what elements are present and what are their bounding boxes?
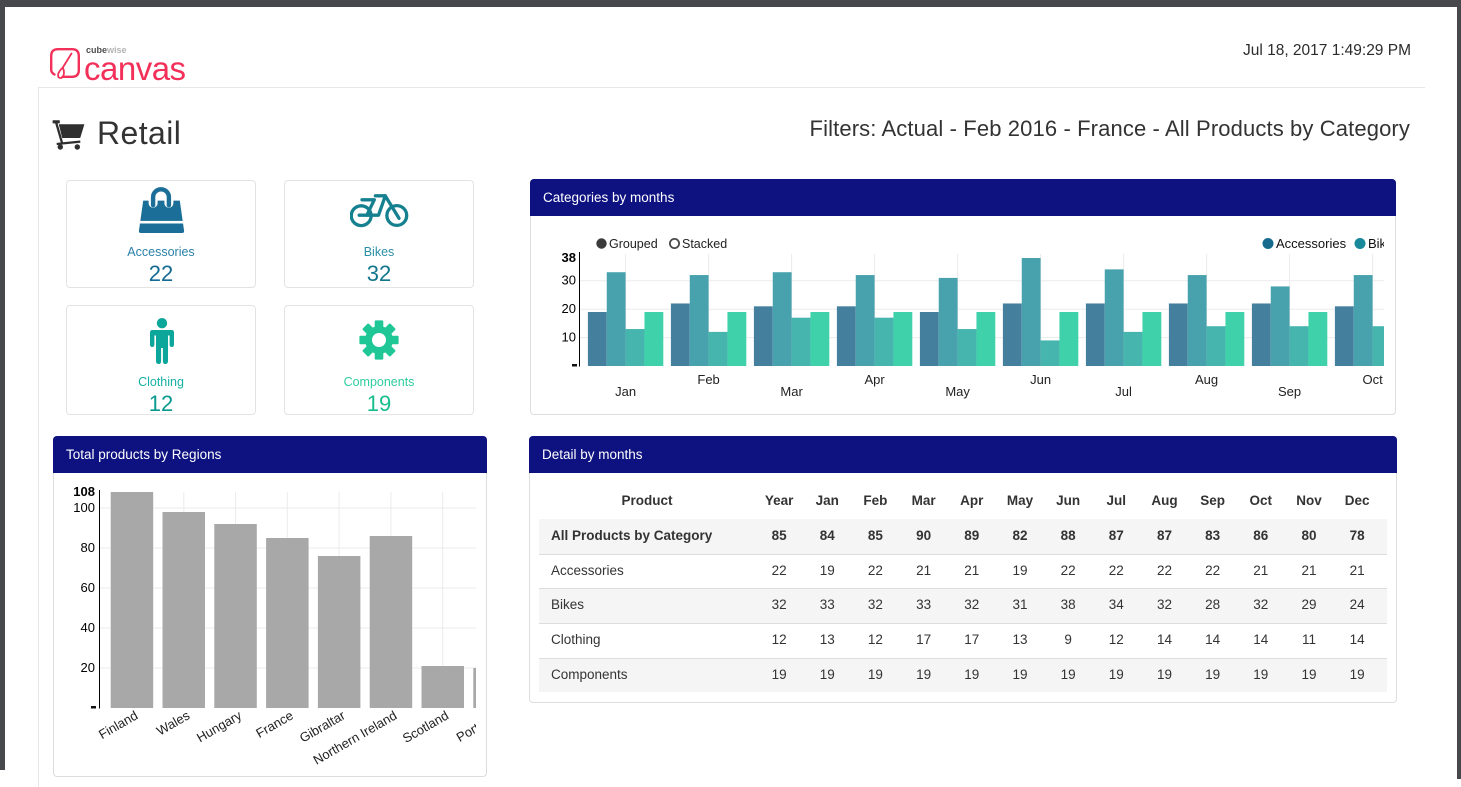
svg-text:Bikes: Bikes	[1368, 236, 1384, 251]
svg-text:Jun: Jun	[1030, 372, 1051, 387]
svg-text:Finland: Finland	[96, 708, 140, 742]
svg-text:Apr: Apr	[864, 372, 885, 387]
svg-text:80: 80	[81, 540, 95, 555]
svg-text:Mar: Mar	[780, 384, 803, 399]
svg-text:May: May	[945, 384, 970, 399]
svg-text:Grouped: Grouped	[609, 237, 658, 251]
svg-text:Hungary: Hungary	[194, 707, 244, 745]
svg-text:30: 30	[562, 273, 576, 288]
svg-text:38: 38	[562, 250, 576, 265]
svg-text:Scotland: Scotland	[400, 708, 451, 746]
svg-text:100: 100	[73, 500, 95, 515]
svg-text:Jan: Jan	[615, 384, 636, 399]
svg-text:Oct: Oct	[1362, 372, 1383, 387]
svg-text:Aug: Aug	[1195, 372, 1218, 387]
svg-text:Wales: Wales	[154, 707, 193, 738]
svg-text:10: 10	[562, 330, 576, 345]
svg-text:Accessories: Accessories	[1276, 236, 1347, 251]
svg-text:40: 40	[81, 620, 95, 635]
svg-text:108: 108	[73, 484, 95, 499]
svg-text:Portugal: Portugal	[454, 708, 476, 745]
svg-text:Stacked: Stacked	[682, 237, 727, 251]
svg-text:France: France	[253, 708, 296, 741]
svg-text:Feb: Feb	[697, 372, 719, 387]
svg-text:20: 20	[562, 301, 576, 316]
svg-text:20: 20	[81, 660, 95, 675]
svg-text:60: 60	[81, 580, 95, 595]
svg-text:Sep: Sep	[1278, 384, 1301, 399]
svg-text:Jul: Jul	[1115, 384, 1132, 399]
